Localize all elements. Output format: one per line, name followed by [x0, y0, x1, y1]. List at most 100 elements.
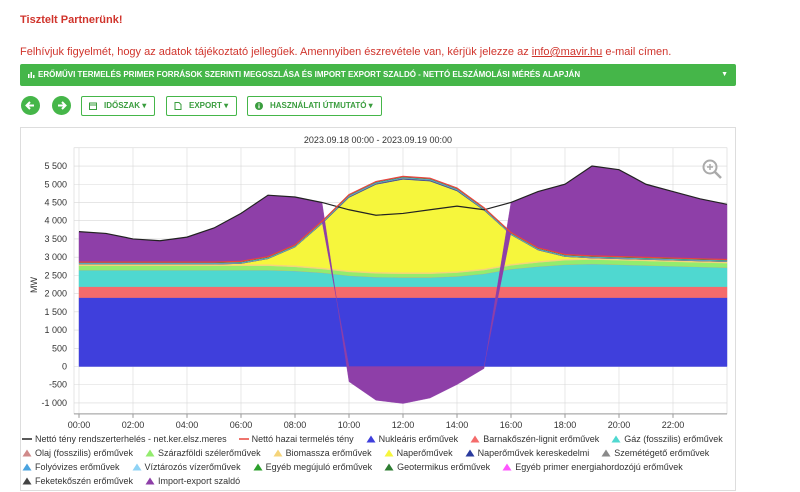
legend-marker	[611, 435, 621, 443]
notice-text: e-mail címen.	[602, 46, 672, 58]
legend-item[interactable]: Egyéb primer energiahordozójú erőművek	[502, 462, 683, 472]
legend-marker	[22, 463, 32, 471]
legend-swatch	[384, 463, 394, 471]
legend-item[interactable]: Barnakőszén-lignit erőművek	[470, 434, 599, 444]
arrow-icon	[25, 101, 34, 110]
legend-marker	[22, 438, 32, 440]
y-tick-label: 3 500	[44, 234, 67, 244]
legend-label: Import-export szaldó	[158, 476, 241, 486]
email-link[interactable]: info@mavir.hu	[531, 46, 603, 58]
legend-label: Egyéb primer energiahordozójú erőművek	[515, 462, 683, 472]
legend-item[interactable]: Nukleáris erőművek	[366, 434, 458, 444]
area-series	[78, 286, 728, 298]
legend-item[interactable]: Geotermikus erőművek	[384, 462, 490, 472]
y-tick-label: 1 500	[44, 307, 67, 317]
prev-button[interactable]	[21, 96, 40, 115]
legend-swatch	[465, 449, 475, 457]
panel-header[interactable]: ERŐMŰVI TERMELÉS PRIMER FORRÁSOK SZERINT…	[20, 64, 736, 86]
x-tick-label: 06:00	[230, 420, 253, 430]
legend-item[interactable]: Gáz (fosszilis) erőművek	[611, 434, 723, 444]
zoom-button[interactable]	[701, 158, 723, 180]
caret: ▼	[721, 71, 728, 78]
legend-item[interactable]: Víztározós vízerőművek	[132, 462, 241, 472]
x-tick-label: 10:00	[338, 420, 361, 430]
legend-label: Feketekőszén erőművek	[35, 476, 134, 486]
button-label: IDŐSZAK	[104, 101, 140, 110]
chart-subtitle: 2023.09.18 00:00 - 2023.09.19 00:00	[304, 135, 452, 145]
legend-marker	[384, 449, 394, 457]
legend-item[interactable]: Szemétégető erőművek	[601, 448, 709, 458]
areas	[78, 165, 728, 404]
y-tick-label: 4 500	[44, 197, 67, 207]
greeting: Tisztelt Partnerünk!	[20, 14, 123, 26]
legend-item[interactable]: Nettó tény rendszerterhelés - net.ker.el…	[22, 434, 227, 444]
legend-label: Szemétégető erőművek	[614, 448, 710, 458]
legend-swatch	[22, 449, 32, 457]
legend-label: Nettó tény rendszerterhelés - net.ker.el…	[35, 434, 227, 444]
legend-item[interactable]: Import-export szaldó	[145, 476, 240, 486]
next-button[interactable]	[52, 96, 71, 115]
legend-item[interactable]: Naperőművek kereskedelmi	[465, 448, 589, 458]
legend-label: Gáz (fosszilis) erőművek	[624, 434, 723, 444]
chart-panel	[20, 127, 736, 491]
y-tick-label: -1 000	[41, 398, 67, 408]
legend-swatch	[601, 449, 611, 457]
legend-label: Folyóvizes erőművek	[35, 462, 120, 472]
x-tick-label: 22:00	[662, 420, 685, 430]
legend-item[interactable]: Olaj (fosszilis) erőművek	[22, 448, 133, 458]
y-tick-label: 1 000	[44, 325, 67, 335]
chart: 2023.09.18 00:00 - 2023.09.19 00:00 MW -…	[29, 135, 728, 430]
legend-swatch	[132, 463, 142, 471]
x-tick-label: 04:00	[176, 420, 199, 430]
y-tick-label: 0	[62, 362, 67, 372]
period-button[interactable]: IDŐSZAK ▾	[81, 96, 156, 116]
legend-label: Naperőművek	[396, 448, 453, 458]
legend-item[interactable]: Feketekőszén erőművek	[22, 476, 133, 486]
x-tick-label: 14:00	[446, 420, 469, 430]
legend-marker	[145, 477, 155, 485]
chart-icon	[28, 72, 35, 78]
y-tick-label: 2 500	[44, 270, 67, 280]
info-icon	[255, 102, 263, 110]
legend-item[interactable]: Folyóvizes erőművek	[22, 462, 120, 472]
y-tick-label: 4 000	[44, 216, 67, 226]
y-tick-label: 2 000	[44, 289, 67, 299]
button-label: EXPORT	[189, 101, 222, 110]
legend-marker	[238, 438, 249, 440]
legend-swatch	[22, 477, 32, 485]
lines	[78, 165, 728, 263]
legend-swatch	[145, 449, 155, 457]
legend-item[interactable]: Biomassza erőművek	[273, 448, 372, 458]
legend-label: Egyéb megújuló erőművek	[265, 462, 373, 472]
y-tick-label: -500	[49, 380, 67, 390]
legend-marker	[253, 463, 263, 471]
legend-item[interactable]: Naperőművek	[384, 448, 453, 458]
legend-label: Biomassza erőművek	[285, 448, 372, 458]
legend-label: Geotermikus erőművek	[397, 462, 491, 472]
legend-marker	[366, 435, 376, 443]
legend: Nettó tény rendszerterhelés - net.ker.el…	[22, 434, 734, 486]
x-tick-label: 00:00	[68, 420, 91, 430]
legend-swatch	[22, 463, 32, 471]
legend-label: Szárazföldi szélerőművek	[158, 448, 261, 458]
x-tick-label: 12:00	[392, 420, 415, 430]
legend-item[interactable]: Nettó hazai termelés tény	[238, 434, 354, 444]
panel-title: ERŐMŰVI TERMELÉS PRIMER FORRÁSOK SZERINT…	[38, 70, 581, 79]
legend-item[interactable]: Egyéb megújuló erőművek	[253, 462, 373, 472]
legend-label: Olaj (fosszilis) erőművek	[35, 448, 134, 458]
legend-marker	[22, 449, 32, 457]
x-tick-label: 18:00	[554, 420, 577, 430]
button-label: HASZNÁLATI ÚTMUTATÓ	[270, 101, 367, 110]
y-tick-label: 3 000	[44, 252, 67, 262]
legend-marker	[132, 463, 142, 471]
legend-item[interactable]: Szárazföldi szélerőművek	[145, 448, 261, 458]
guide-button[interactable]: HASZNÁLATI ÚTMUTATÓ ▾	[247, 96, 382, 116]
legend-label: Barnakőszén-lignit erőművek	[483, 434, 600, 444]
notice-text: Felhívjuk figyelmét, hogy az adatok tájé…	[20, 46, 532, 58]
legend-swatch	[470, 435, 480, 443]
export-button[interactable]: EXPORT ▾	[166, 96, 238, 116]
y-tick-label: 500	[52, 343, 67, 353]
legend-swatch	[384, 449, 394, 457]
calendar-icon	[89, 102, 97, 110]
